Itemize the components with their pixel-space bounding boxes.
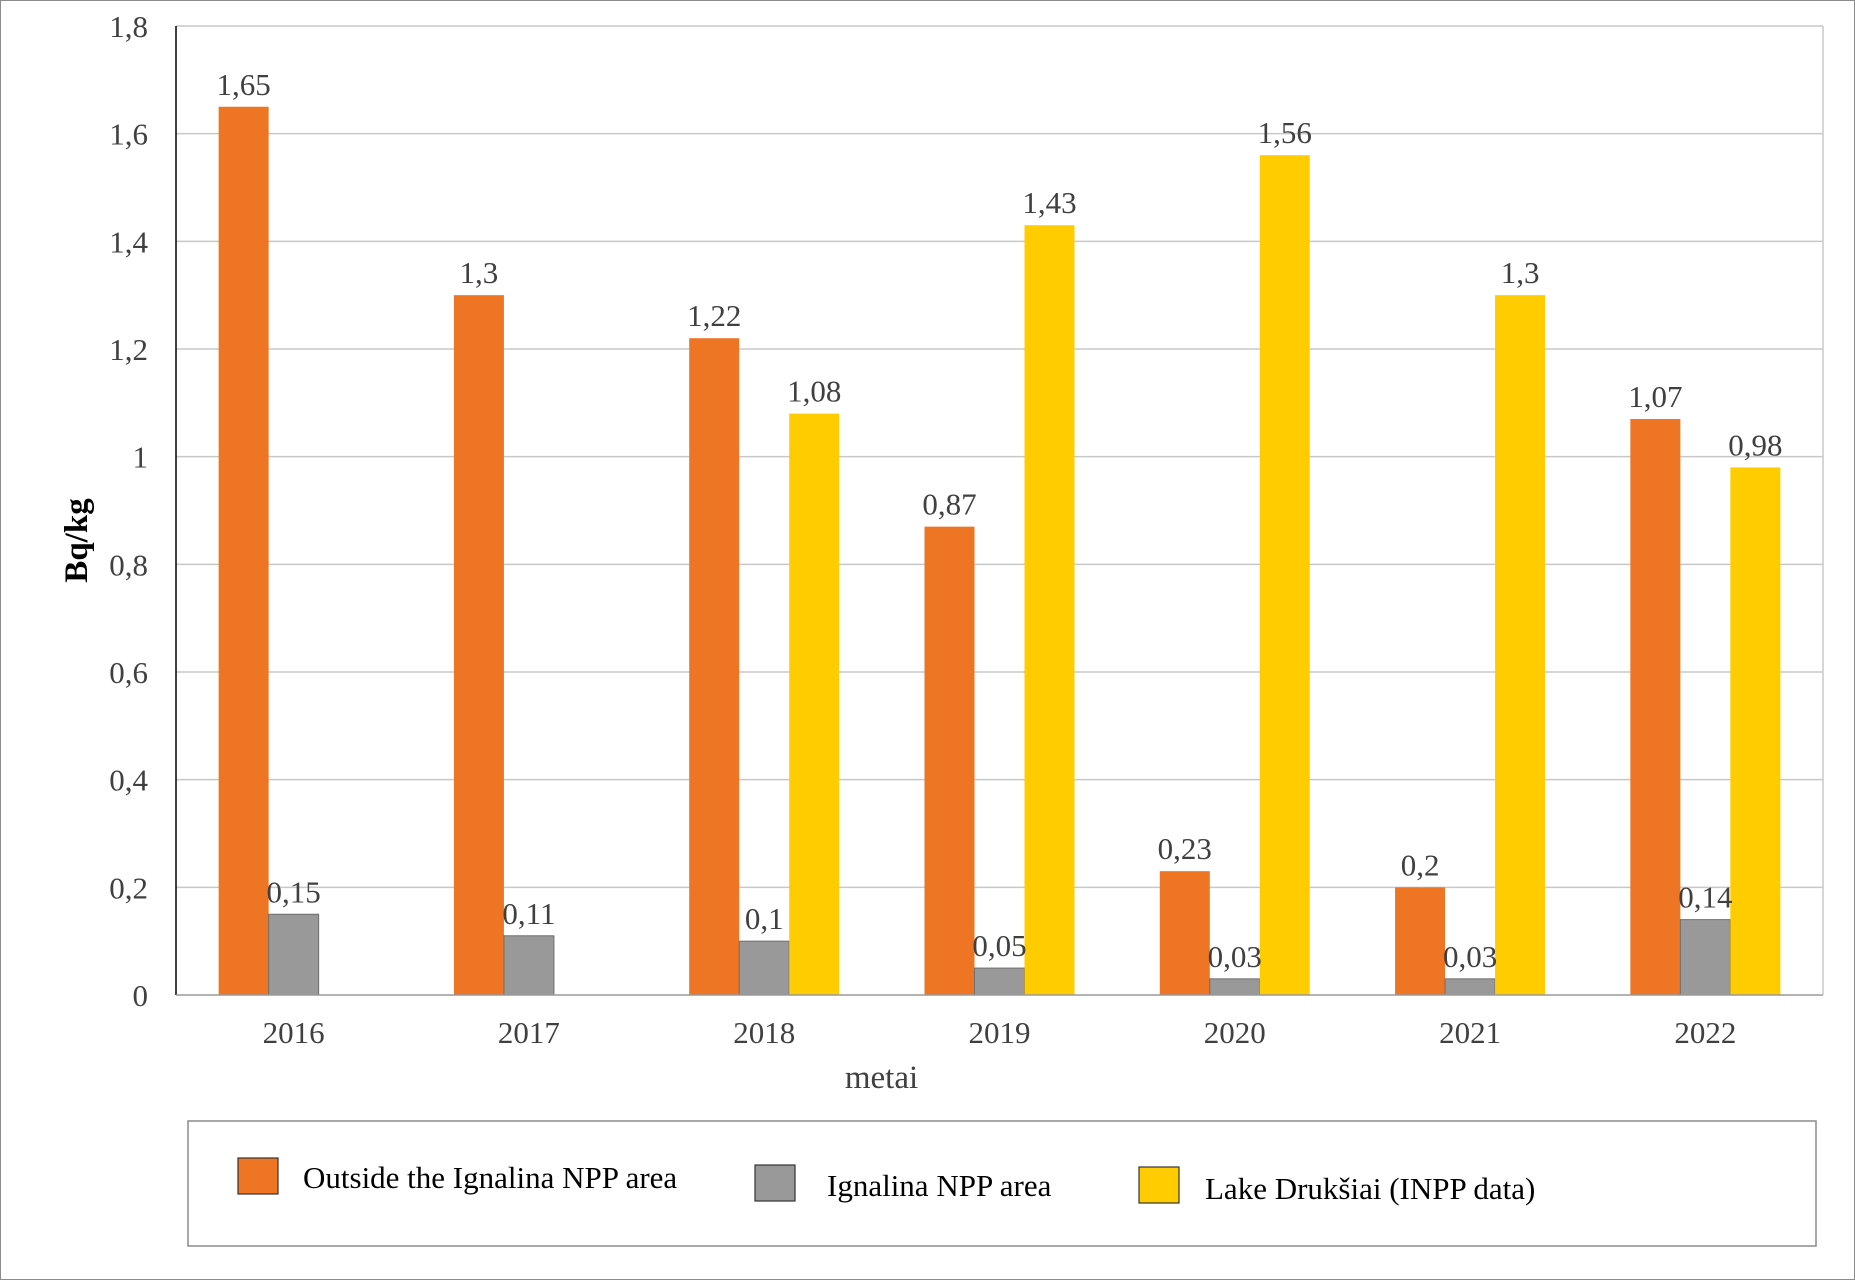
y-tick-label: 0,4 bbox=[109, 763, 148, 798]
bar bbox=[1495, 295, 1546, 996]
gridlines bbox=[176, 25, 1823, 889]
x-axis-title: metai bbox=[845, 1060, 918, 1096]
data-labels: 1,65 0,15 1,3 0,11 1,22 0,1 1,08 0,87 0,05 1,43 0,… bbox=[217, 67, 1783, 974]
x-tick-label: 2019 bbox=[969, 1015, 1031, 1050]
legend-swatch bbox=[754, 1164, 796, 1202]
bar bbox=[689, 338, 740, 995]
y-axis-title: Bq/kg bbox=[59, 498, 95, 583]
bar bbox=[924, 526, 975, 995]
y-tick-label: 0,6 bbox=[109, 655, 148, 690]
bar bbox=[1679, 919, 1731, 996]
x-tick-label: 2022 bbox=[1674, 1015, 1736, 1050]
bar bbox=[268, 913, 320, 996]
data-label: 0,11 bbox=[502, 896, 555, 931]
bar bbox=[1630, 418, 1681, 995]
legend-label: Outside the Ignalina NPP area bbox=[303, 1160, 677, 1195]
bar bbox=[1209, 978, 1261, 996]
y-tick-label: 1,4 bbox=[109, 224, 148, 259]
data-label: 1,22 bbox=[687, 298, 741, 333]
bar bbox=[789, 413, 840, 996]
data-label: 1,08 bbox=[787, 374, 841, 409]
y-tick-label: 1,8 bbox=[109, 9, 148, 44]
bar bbox=[1024, 225, 1075, 995]
data-label: 0,87 bbox=[922, 487, 976, 522]
data-label: 1,56 bbox=[1258, 115, 1312, 150]
x-tick-label: 2020 bbox=[1204, 1015, 1266, 1050]
bar bbox=[1730, 467, 1781, 995]
legend-box bbox=[187, 1120, 1817, 1247]
y-tick-label: 0,8 bbox=[109, 547, 148, 582]
bars bbox=[218, 106, 1781, 996]
y-tick-label: 1,6 bbox=[109, 117, 148, 152]
data-label: 0,1 bbox=[745, 901, 784, 936]
bar bbox=[974, 967, 1025, 996]
x-tick-label: 2018 bbox=[733, 1015, 795, 1050]
legend-label: Ignalina NPP area bbox=[827, 1168, 1052, 1203]
x-tick-label: 2017 bbox=[498, 1015, 560, 1050]
bar bbox=[1259, 155, 1310, 995]
bar bbox=[738, 940, 790, 996]
legend-label: Lake Drukšiai (INPP data) bbox=[1205, 1171, 1535, 1206]
legend-swatch bbox=[1138, 1166, 1180, 1204]
data-label: 0,98 bbox=[1728, 427, 1782, 462]
x-tick-label: 2016 bbox=[263, 1015, 325, 1050]
bar bbox=[1159, 871, 1210, 995]
data-label: 0,03 bbox=[1443, 939, 1497, 974]
data-label: 0,03 bbox=[1208, 939, 1262, 974]
data-label: 1,65 bbox=[217, 67, 271, 102]
bar bbox=[453, 295, 504, 996]
data-label: 0,15 bbox=[267, 874, 321, 909]
axes: 0 0,2 0,4 0,6 0,8 1 1,2 1,4 1,6 1,8 2016 2017 2018 20… bbox=[109, 9, 1824, 1050]
data-label: 0,23 bbox=[1158, 831, 1212, 866]
legend: Outside the Ignalina NPP area Ignalina NP… bbox=[187, 1120, 1817, 1247]
x-tick-label: 2021 bbox=[1439, 1015, 1501, 1050]
bar bbox=[1444, 978, 1496, 996]
data-label: 1,3 bbox=[460, 255, 499, 290]
data-label: 1,07 bbox=[1628, 379, 1682, 414]
y-tick-label: 0,2 bbox=[109, 870, 148, 905]
y-tick-label: 1 bbox=[133, 440, 149, 475]
data-label: 1,43 bbox=[1022, 185, 1076, 220]
y-tick-label: 1,2 bbox=[109, 332, 148, 367]
data-label: 0,14 bbox=[1678, 880, 1733, 915]
bar bbox=[218, 106, 269, 995]
bar bbox=[503, 935, 555, 996]
bar bbox=[1395, 887, 1446, 995]
data-label: 0,05 bbox=[972, 928, 1026, 963]
data-label: 0,2 bbox=[1401, 847, 1440, 882]
data-label: 1,3 bbox=[1501, 255, 1540, 290]
legend-swatch bbox=[237, 1157, 279, 1195]
y-tick-label: 0 bbox=[133, 978, 149, 1013]
